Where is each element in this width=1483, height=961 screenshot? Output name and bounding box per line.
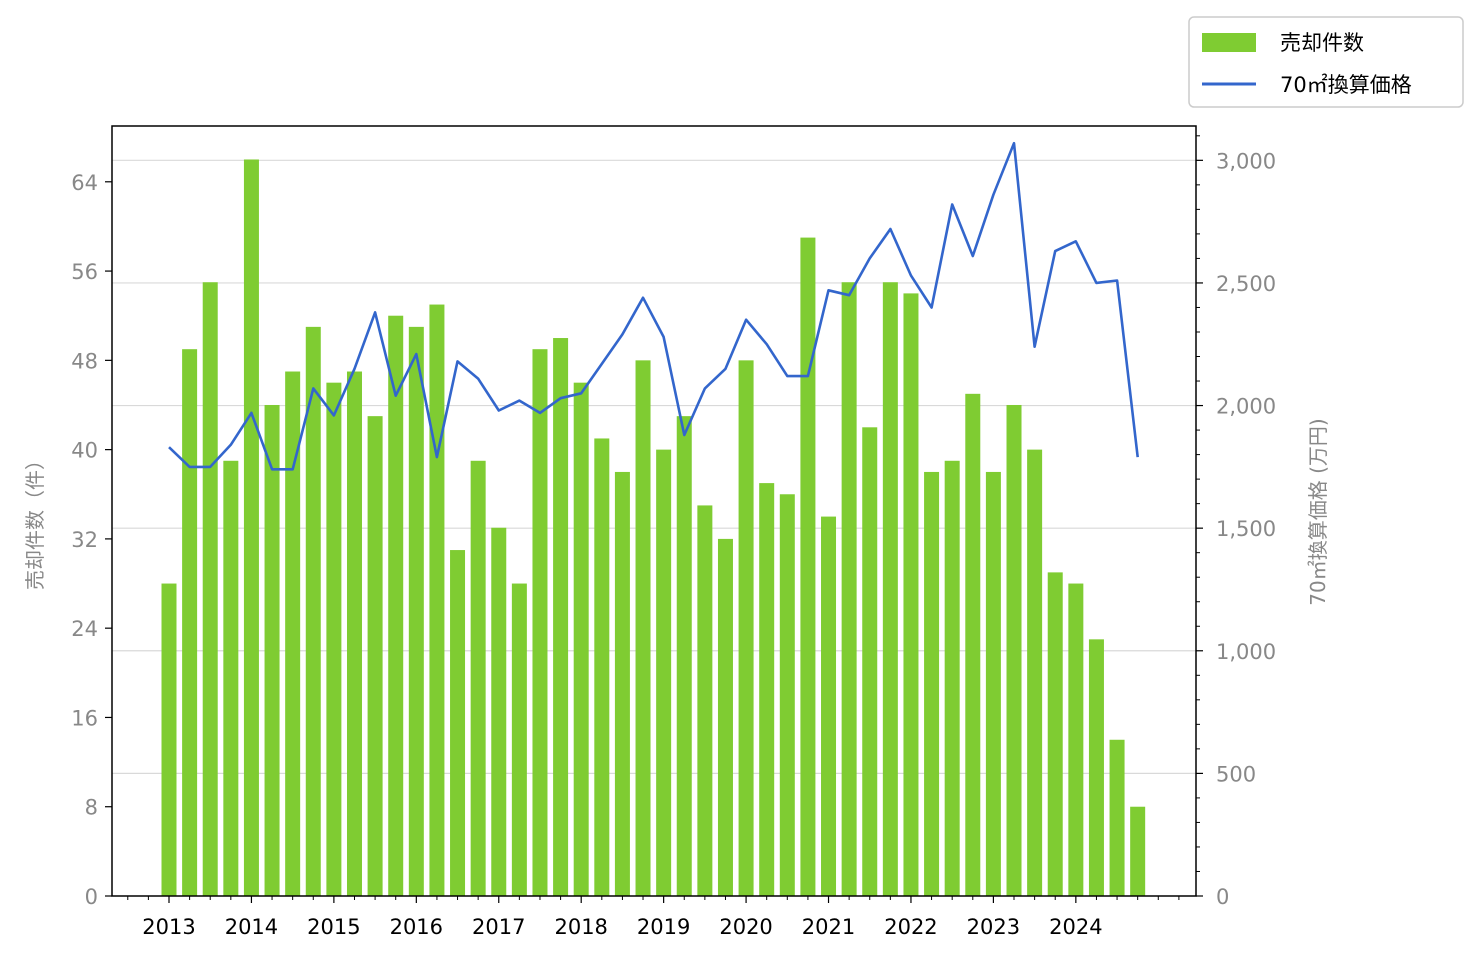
left-axis-title: 売却件数（件） (23, 450, 47, 590)
bar (800, 237, 816, 896)
bar (738, 360, 754, 896)
x-tick-label: 2021 (802, 915, 855, 939)
bar (697, 505, 713, 896)
bar (161, 583, 177, 896)
x-tick-label: 2016 (390, 915, 443, 939)
legend: 売却件数 70㎡換算価格 (1188, 16, 1464, 108)
bar (614, 471, 630, 896)
bar (985, 471, 1001, 896)
bar (388, 315, 404, 896)
bar (1130, 806, 1146, 896)
bar (202, 282, 218, 896)
bar (553, 338, 569, 896)
price-line (168, 141, 1139, 471)
bar (243, 159, 259, 896)
bar (594, 438, 610, 896)
left-tick-label: 0 (85, 885, 98, 909)
right-tick-label: 3,000 (1216, 149, 1276, 173)
legend-box (1188, 16, 1464, 108)
bar (408, 326, 424, 896)
bar (1006, 404, 1022, 896)
bar (882, 282, 898, 896)
bar (924, 471, 940, 896)
x-tick-label: 2023 (967, 915, 1020, 939)
bar (450, 550, 466, 896)
bar (1027, 449, 1043, 896)
right-axis-title: 70㎡換算価格 (万円) (1306, 418, 1330, 605)
bar (346, 371, 362, 897)
bar (182, 349, 198, 896)
left-tick-label: 56 (71, 260, 98, 284)
left-tick-label: 48 (71, 349, 98, 373)
x-tick-label: 2020 (719, 915, 772, 939)
bar-series (161, 159, 1146, 897)
right-tick-label: 1,000 (1216, 640, 1276, 664)
bar (305, 326, 321, 896)
bar (223, 460, 239, 896)
right-tick-label: 0 (1216, 885, 1229, 909)
bar (326, 382, 342, 897)
right-tick-label: 1,500 (1216, 517, 1276, 541)
x-tick-label: 2022 (884, 915, 937, 939)
left-tick-label: 64 (71, 171, 98, 195)
left-tick-label: 16 (71, 706, 98, 730)
x-tick-label: 2024 (1049, 915, 1102, 939)
plot-frame (111, 125, 1197, 897)
x-tick-label: 2018 (554, 915, 607, 939)
left-tick-label: 8 (85, 796, 98, 820)
bar (779, 494, 795, 896)
right-tick-label: 2,000 (1216, 395, 1276, 419)
x-tick-label: 2015 (307, 915, 360, 939)
x-tick-label: 2019 (637, 915, 690, 939)
bar (1047, 572, 1063, 896)
bar (1109, 739, 1125, 896)
legend-bar-swatch (1202, 33, 1256, 52)
bar (264, 404, 280, 896)
bar (573, 382, 589, 897)
bar (676, 416, 692, 896)
bar (944, 460, 960, 896)
x-tick-label: 2014 (225, 915, 278, 939)
right-tick-label: 2,500 (1216, 272, 1276, 296)
bar (862, 427, 878, 896)
legend-line-label: 70㎡換算価格 (1280, 73, 1412, 97)
bar (1088, 639, 1104, 896)
bar (821, 516, 837, 896)
x-tick-label: 2013 (142, 915, 195, 939)
bar (429, 304, 445, 896)
bar (965, 393, 981, 896)
bar (1068, 583, 1084, 896)
left-axis: 0 8 16 24 32 40 48 56 64 (71, 171, 112, 909)
line-series (168, 141, 1139, 471)
bar (635, 360, 651, 896)
bar (367, 416, 383, 896)
bar (491, 527, 507, 896)
bar (470, 460, 486, 896)
left-tick-label: 40 (71, 439, 98, 463)
bar (532, 349, 548, 896)
legend-bar-label: 売却件数 (1280, 31, 1364, 55)
right-axis: 0 500 1,000 1,500 2,000 2,500 3,000 (1196, 135, 1276, 909)
bar (285, 371, 301, 897)
right-tick-label: 500 (1216, 762, 1256, 786)
bar (511, 583, 527, 896)
bar (841, 282, 857, 896)
bar (717, 538, 733, 896)
bar (759, 483, 775, 896)
bar (656, 449, 672, 896)
bar (903, 293, 919, 896)
x-axis: 2013 2014 2015 2016 2017 2018 2019 2020 2021 2022… (127, 896, 1180, 939)
left-tick-label: 24 (71, 617, 98, 641)
x-tick-label: 2017 (472, 915, 525, 939)
left-tick-label: 32 (71, 528, 98, 552)
